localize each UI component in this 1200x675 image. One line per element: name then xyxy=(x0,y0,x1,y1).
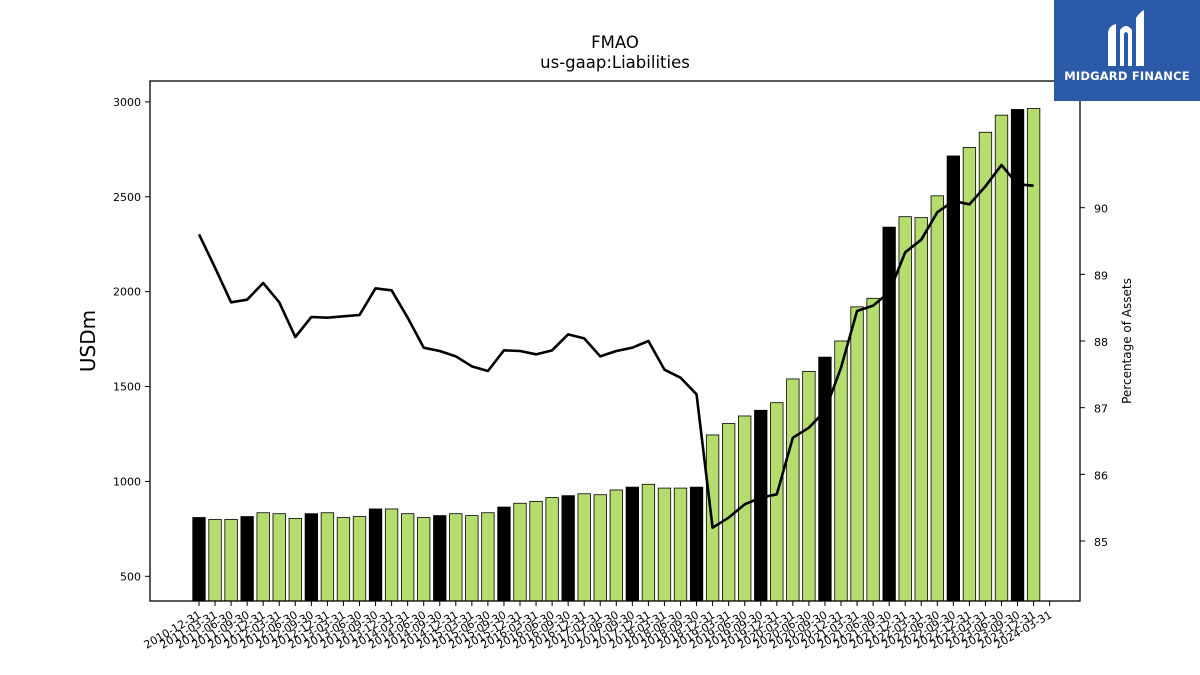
bar xyxy=(224,518,238,602)
bar xyxy=(1026,108,1041,602)
bar xyxy=(288,518,302,602)
bar xyxy=(192,517,206,602)
bar xyxy=(400,513,415,602)
y-tick-label: 1500 xyxy=(113,381,141,394)
bar xyxy=(449,513,463,602)
bar xyxy=(962,147,977,602)
midgard-logo-icon xyxy=(1108,10,1144,66)
bar xyxy=(657,487,672,602)
y2-tick-label: 86 xyxy=(1094,469,1108,482)
bar xyxy=(352,516,367,602)
bar xyxy=(850,306,864,602)
bar xyxy=(529,500,543,602)
y2-tick-label: 89 xyxy=(1094,269,1108,282)
y-tick-label: 2500 xyxy=(113,191,141,204)
bar xyxy=(513,502,527,602)
chart-subtitle: us-gaap:Liabilities xyxy=(540,53,690,72)
y-tick-label: 2000 xyxy=(113,286,141,299)
y-tick-label: 1000 xyxy=(113,475,141,488)
y-axis-label: USDm xyxy=(76,310,100,372)
bar xyxy=(384,508,399,602)
bars-layer xyxy=(192,108,1041,602)
y2-tick-label: 90 xyxy=(1094,203,1108,216)
ticks-layer: 500100015002000250030008586878889902010-… xyxy=(113,96,1108,652)
bar xyxy=(368,508,383,602)
bar xyxy=(818,356,832,602)
bar xyxy=(593,494,607,602)
bar xyxy=(689,486,704,602)
bar xyxy=(208,518,222,602)
bar xyxy=(545,497,559,602)
bar xyxy=(898,216,912,602)
bar xyxy=(946,155,960,602)
logo-text: MIDGARD FINANCE xyxy=(1064,69,1190,83)
bar xyxy=(930,195,944,602)
y-tick-label: 3000 xyxy=(113,96,141,109)
y-tick-label: 500 xyxy=(120,570,141,583)
bar xyxy=(786,378,800,602)
bar xyxy=(577,493,591,602)
bar xyxy=(433,515,447,602)
y2-axis-label: Percentage of Assets xyxy=(1120,278,1134,404)
bar xyxy=(240,516,254,602)
bar xyxy=(770,402,784,602)
bar xyxy=(978,131,993,602)
bar xyxy=(754,409,768,602)
bar xyxy=(320,512,335,602)
bar xyxy=(256,512,270,602)
bar xyxy=(417,517,431,602)
bar xyxy=(673,487,688,602)
percentage-line xyxy=(197,163,1034,529)
bar xyxy=(641,483,656,602)
y2-tick-label: 88 xyxy=(1094,336,1108,349)
bar xyxy=(609,489,623,602)
bar xyxy=(625,486,639,602)
bar xyxy=(802,370,816,602)
bar xyxy=(994,114,1009,602)
bar xyxy=(866,297,880,602)
y2-tick-label: 87 xyxy=(1094,403,1108,416)
bar xyxy=(561,495,575,602)
bar xyxy=(304,513,319,602)
bar xyxy=(481,512,495,602)
bar xyxy=(336,517,351,602)
bar xyxy=(914,217,928,602)
midgard-finance-logo: MIDGARD FINANCE xyxy=(1054,0,1200,101)
bar xyxy=(272,513,286,602)
line-layer xyxy=(197,163,1034,529)
bar xyxy=(497,506,511,602)
bar xyxy=(722,423,736,602)
y2-tick-label: 85 xyxy=(1094,536,1108,549)
bar xyxy=(465,515,479,602)
chart-title: FMAO xyxy=(591,33,639,52)
